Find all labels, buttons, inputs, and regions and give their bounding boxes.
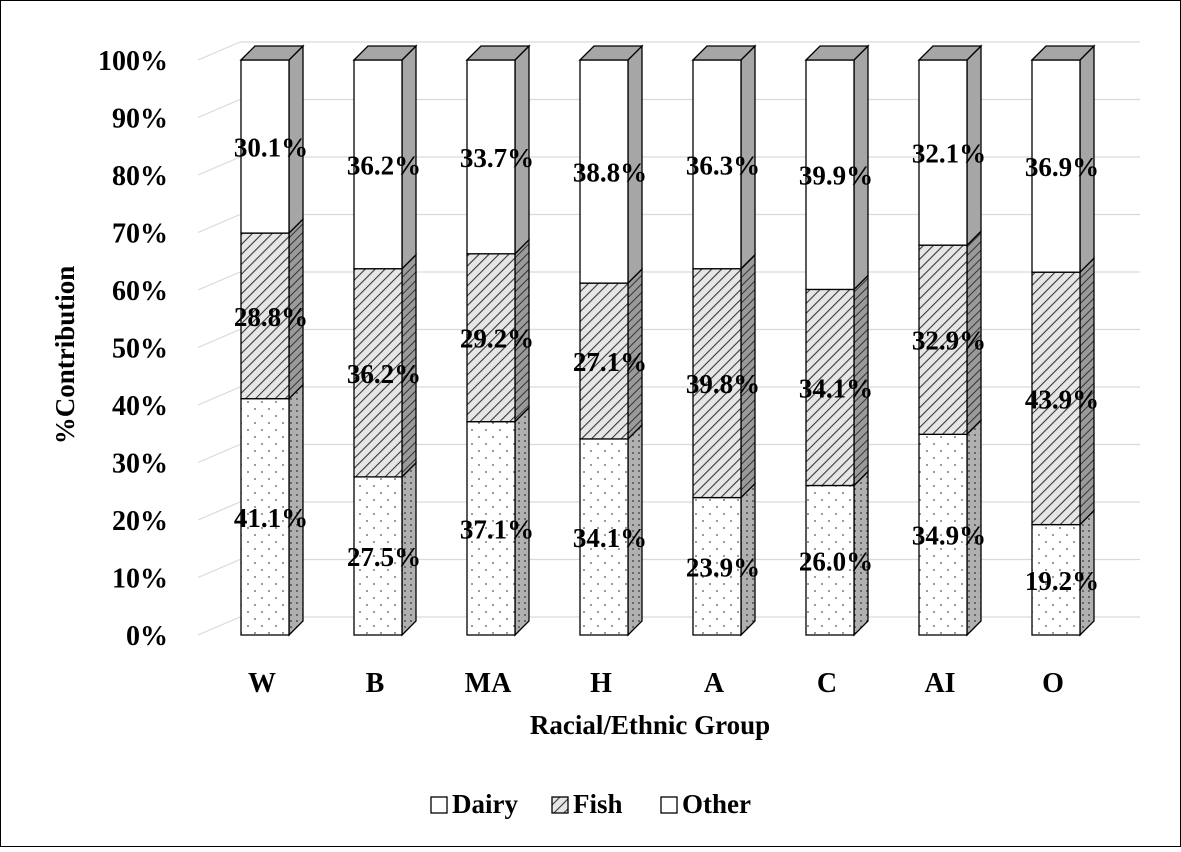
x-tick-label: C — [817, 668, 837, 699]
bar-segment-other — [579, 59, 629, 284]
gridline-diag — [197, 41, 241, 61]
bar-segment-fish — [579, 282, 629, 440]
bar-segment-dairy — [466, 421, 516, 636]
data-label-other: 30.1% — [234, 133, 308, 163]
data-label-fish: 34.1% — [799, 373, 873, 403]
data-label-fish: 39.8% — [686, 369, 760, 399]
x-tick-label: O — [1042, 668, 1064, 699]
data-label-dairy: 27.5% — [347, 542, 421, 572]
bar-top — [239, 45, 305, 61]
bar-segment-dairy — [579, 438, 629, 636]
bar-segment-fish — [1031, 271, 1081, 526]
gridline-diag — [197, 501, 241, 521]
data-label-other: 33.7% — [460, 143, 534, 173]
bar-segment-other — [918, 59, 968, 246]
legend-swatch-fish — [551, 796, 569, 814]
data-label-fish: 32.9% — [912, 326, 986, 356]
bar-top — [352, 45, 418, 61]
data-label-other: 36.2% — [347, 150, 421, 180]
data-label-other: 36.9% — [1025, 152, 1099, 182]
y-tick-label: 50% — [112, 334, 168, 365]
legend-label-other: Other — [682, 789, 751, 819]
bar-segment-fish — [353, 268, 403, 478]
y-tick-label: 60% — [112, 276, 168, 307]
data-label-dairy: 19.2% — [1025, 566, 1099, 596]
data-label-fish: 28.8% — [234, 302, 308, 332]
legend-label-dairy: Dairy — [452, 789, 518, 819]
bar-segment-dairy — [1031, 523, 1081, 636]
y-tick-label: 100% — [98, 46, 168, 77]
data-label-dairy: 41.1% — [234, 503, 308, 533]
x-tick-label: B — [366, 668, 385, 699]
x-tick-label: W — [248, 668, 276, 699]
bar-segment-fish — [692, 268, 742, 499]
data-label-fish: 43.9% — [1025, 384, 1099, 414]
data-label-other: 39.9% — [799, 161, 873, 191]
bar-segment-dairy — [692, 496, 742, 636]
y-tick-labels: 0% 10% 20% 30% 40% 50% 60% 70% 80% 90% 100% — [98, 46, 168, 652]
data-label-dairy: 34.9% — [912, 521, 986, 551]
data-label-dairy: 34.1% — [573, 523, 647, 553]
bar-segment-other — [1031, 59, 1081, 273]
y-tick-label: 10% — [112, 564, 168, 595]
data-label-fish: 29.2% — [460, 324, 534, 354]
y-tick-label: 30% — [112, 449, 168, 480]
y-tick-label: 80% — [112, 161, 168, 192]
data-label-dairy: 37.1% — [460, 514, 534, 544]
bar-top — [578, 45, 644, 61]
data-label-dairy: 23.9% — [686, 552, 760, 582]
gridline-diag — [197, 386, 241, 406]
bar-segment-fish — [805, 288, 855, 487]
gridline-diag — [197, 213, 241, 234]
data-label-other: 36.3% — [686, 150, 760, 180]
data-label-other: 38.8% — [573, 158, 647, 188]
data-label-fish: 36.2% — [347, 359, 421, 389]
legend: Dairy Fish Other — [430, 789, 751, 819]
gridline-diag — [197, 271, 241, 291]
bar-segment-other — [353, 59, 403, 270]
legend-label-fish: Fish — [573, 789, 623, 819]
gridline-diag — [197, 558, 241, 579]
bar-segment-other — [692, 59, 742, 270]
y-tick-label: 20% — [112, 506, 168, 537]
bar-segment-fish — [466, 253, 516, 423]
x-tick-label: A — [704, 668, 725, 699]
bar-segment-other — [466, 59, 516, 255]
bar-segment-other — [805, 59, 855, 291]
gridline-diag — [197, 443, 241, 464]
data-label-other: 32.1% — [912, 139, 986, 169]
bar-top — [804, 45, 870, 61]
data-label-fish: 27.1% — [573, 347, 647, 377]
gridline-diag — [197, 98, 241, 119]
bar-segment-dairy — [240, 398, 290, 636]
data-label-dairy: 26.0% — [799, 546, 873, 576]
bar-segment-fish — [240, 232, 290, 400]
legend-swatch-other — [660, 796, 678, 814]
y-tick-label: 0% — [126, 621, 168, 652]
bars — [239, 44, 1096, 637]
bar-segment-other — [240, 59, 290, 234]
gridline-diag — [197, 616, 241, 636]
bar-top — [917, 45, 983, 61]
gridline-diag — [197, 328, 241, 349]
legend-swatch-dairy — [430, 796, 448, 814]
y-tick-label: 40% — [112, 391, 168, 422]
x-tick-label: AI — [924, 668, 955, 699]
y-tick-label: 70% — [112, 219, 168, 250]
x-tick-label: H — [590, 668, 612, 699]
x-tick-labels: W B MA H A C AI O — [248, 668, 1064, 699]
x-axis-title: Racial/Ethnic Group — [530, 710, 770, 740]
gridline-diag — [197, 156, 241, 176]
x-tick-label: MA — [465, 668, 512, 699]
data-labels: 41.1% 28.8% 30.1% 27.5% 36.2% 36.2% 37.1% 29.2%… — [234, 133, 1099, 596]
bar-top — [1030, 45, 1096, 61]
bar-segment-dairy — [918, 433, 968, 636]
y-tick-label: 90% — [112, 104, 168, 135]
bar-segment-dairy — [353, 476, 403, 636]
bar-top — [691, 45, 757, 61]
y-axis-title: %Contribution — [50, 266, 80, 445]
bar-top — [465, 45, 531, 61]
